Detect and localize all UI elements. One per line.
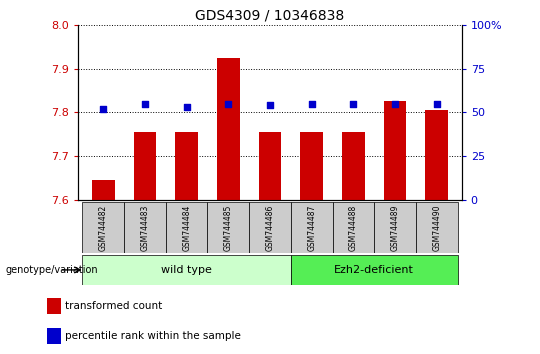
FancyBboxPatch shape xyxy=(333,202,374,253)
Text: GSM744482: GSM744482 xyxy=(99,204,108,251)
Text: GSM744483: GSM744483 xyxy=(140,204,150,251)
Bar xyxy=(425,110,448,200)
Point xyxy=(224,101,233,107)
FancyBboxPatch shape xyxy=(83,255,291,285)
Bar xyxy=(47,297,60,314)
FancyBboxPatch shape xyxy=(291,202,333,253)
Point xyxy=(99,106,107,112)
FancyBboxPatch shape xyxy=(83,202,124,253)
Text: percentile rank within the sample: percentile rank within the sample xyxy=(65,331,241,341)
Text: GSM744485: GSM744485 xyxy=(224,204,233,251)
Text: Ezh2-deficient: Ezh2-deficient xyxy=(334,265,414,275)
Bar xyxy=(217,58,240,200)
Bar xyxy=(133,132,157,200)
Bar xyxy=(47,327,60,344)
Bar xyxy=(383,102,407,200)
Point xyxy=(307,101,316,107)
Bar xyxy=(342,132,365,200)
Bar xyxy=(300,132,323,200)
Text: genotype/variation: genotype/variation xyxy=(5,265,98,275)
Bar xyxy=(92,180,115,200)
Text: GSM744486: GSM744486 xyxy=(266,204,274,251)
Point xyxy=(183,104,191,110)
Text: GDS4309 / 10346838: GDS4309 / 10346838 xyxy=(195,9,345,23)
Bar xyxy=(259,132,281,200)
Text: GSM744489: GSM744489 xyxy=(390,204,400,251)
Bar xyxy=(175,132,198,200)
FancyBboxPatch shape xyxy=(249,202,291,253)
FancyBboxPatch shape xyxy=(166,202,207,253)
Point xyxy=(391,101,400,107)
Point xyxy=(140,101,149,107)
FancyBboxPatch shape xyxy=(374,202,416,253)
FancyBboxPatch shape xyxy=(291,255,457,285)
Text: transformed count: transformed count xyxy=(65,301,163,311)
FancyBboxPatch shape xyxy=(416,202,457,253)
Text: wild type: wild type xyxy=(161,265,212,275)
Text: GSM744490: GSM744490 xyxy=(432,204,441,251)
Point xyxy=(433,101,441,107)
Text: GSM744484: GSM744484 xyxy=(182,204,191,251)
Point xyxy=(266,103,274,108)
Text: GSM744488: GSM744488 xyxy=(349,204,358,251)
Point xyxy=(349,101,357,107)
FancyBboxPatch shape xyxy=(124,202,166,253)
Text: GSM744487: GSM744487 xyxy=(307,204,316,251)
FancyBboxPatch shape xyxy=(207,202,249,253)
